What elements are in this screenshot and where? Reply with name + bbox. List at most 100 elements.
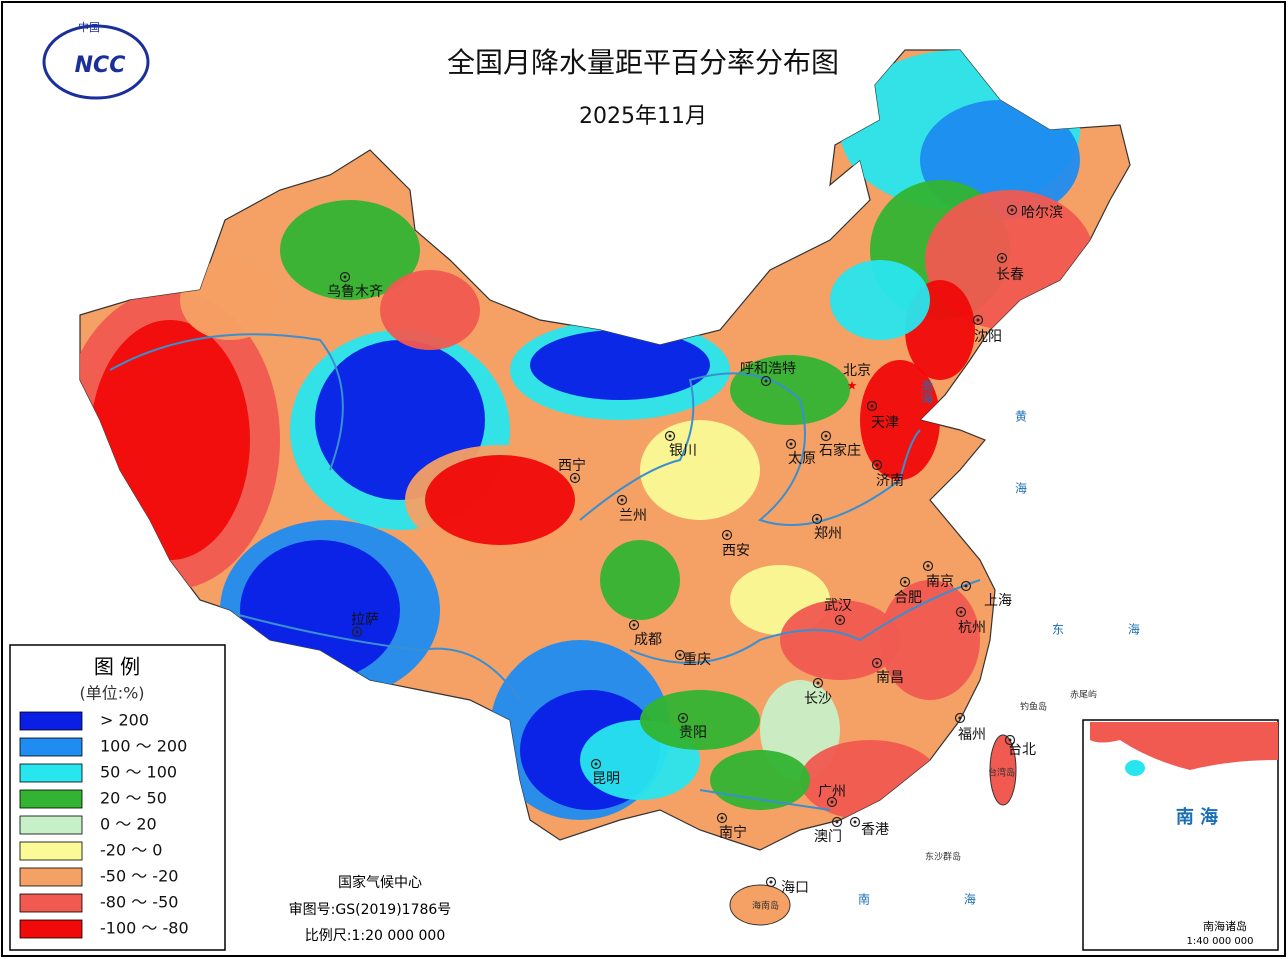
city-marker-dot — [875, 463, 879, 467]
city-marker — [866, 400, 878, 412]
inset-scale: 1:40 000 000 — [1187, 936, 1254, 947]
city-marker-dot — [926, 564, 930, 568]
city-marker — [677, 712, 689, 724]
city-label: 成都 — [634, 632, 662, 648]
precip-zone — [830, 260, 930, 340]
city-marker — [716, 812, 728, 824]
city-label: 长春 — [996, 267, 1024, 283]
inset-label: 南海诸岛 — [1203, 919, 1247, 933]
city-marker-dot — [594, 762, 598, 766]
city-marker-dot — [1008, 738, 1012, 742]
rivers — [109, 333, 981, 811]
city-label: 西宁 — [558, 457, 586, 474]
city-marker — [765, 876, 777, 888]
city-label: 香港 — [861, 822, 889, 838]
city-label: 贵阳 — [679, 725, 707, 741]
city-marker — [826, 796, 838, 808]
city-label: 武汉 — [824, 598, 852, 614]
city-marker-dot — [632, 623, 636, 627]
footer-agency: 国家气候中心 — [338, 874, 422, 891]
precip-zone — [640, 420, 760, 520]
precip-zone — [425, 455, 575, 545]
city-label: 广州 — [818, 784, 846, 800]
map-title: 全国月降水量距平百分率分布图 — [447, 46, 839, 79]
city-marker — [628, 619, 640, 631]
city-label: 济南 — [876, 473, 904, 489]
city-marker — [955, 606, 967, 618]
legend: 图 例 (单位:%) > 200 100 ～ 200 50 ～ 100 20 ～ 50… — [9, 644, 226, 951]
legend-label: 0 ～ 20 — [100, 815, 157, 834]
city-marker-dot — [725, 533, 729, 537]
city-label: 哈尔滨 — [1021, 205, 1063, 221]
city-marker — [674, 649, 686, 661]
island-label: 东沙群岛 — [925, 851, 961, 863]
city-label: 杭州 — [958, 620, 986, 636]
city-marker-dot — [764, 379, 768, 383]
inset-sea: 南 海 — [1176, 806, 1218, 828]
city-label: 太原 — [788, 451, 816, 467]
city-label: 天津 — [871, 415, 899, 431]
city-label: 银川 — [669, 443, 697, 459]
city-marker — [820, 430, 832, 442]
legend-label: 50 ～ 100 — [100, 763, 177, 782]
city-marker — [960, 580, 972, 592]
precip-zone — [710, 750, 810, 810]
city-label: 台北 — [1008, 742, 1036, 758]
sea-label: 渤海 — [920, 380, 934, 404]
footer-scale: 比例尺:1:20 000 000 — [305, 928, 446, 944]
city-label: 郑州 — [814, 526, 842, 542]
city-marker-dot — [620, 498, 624, 502]
city-marker — [760, 375, 772, 387]
city-marker-dot — [964, 584, 968, 588]
city-marker-dot — [720, 816, 724, 820]
city-marker-dot — [976, 318, 980, 322]
island-label: 钓鱼岛 — [1020, 701, 1047, 713]
city-marker — [899, 576, 911, 588]
city-marker — [616, 494, 628, 506]
city-label: 合肥 — [894, 590, 922, 606]
city-marker — [972, 314, 984, 326]
city-marker-dot — [573, 476, 577, 480]
city-label: 重庆 — [683, 652, 711, 668]
precip-zone — [180, 260, 280, 340]
city-label: 沈阳 — [974, 329, 1002, 345]
city-label: 南京 — [926, 574, 954, 590]
city-marker — [996, 252, 1008, 264]
city-label: 长沙 — [804, 691, 832, 707]
city-label: 石家庄 — [819, 442, 861, 459]
city-label: 呼和浩特 — [740, 361, 796, 377]
city-marker-dot — [668, 434, 672, 438]
city-marker — [922, 560, 934, 572]
island-label: 赤尾屿 — [1070, 690, 1097, 701]
city-marker — [831, 816, 843, 828]
sea-label: 黄海 — [1014, 410, 1028, 554]
island-label: 海南岛 — [752, 900, 779, 912]
capital-marker: ★ — [847, 379, 858, 393]
city-label: 兰州 — [619, 508, 647, 524]
inset-land — [1090, 722, 1278, 770]
map-subtitle: 2025年11月 — [579, 104, 707, 129]
legend-swatch — [19, 815, 83, 835]
precip-zone — [730, 355, 850, 425]
city-marker-dot — [853, 820, 857, 824]
taiwan — [989, 734, 1017, 806]
legend-label: 100 ～ 200 — [100, 737, 187, 756]
inset-map: 南 海 南海诸岛 1:40 000 000 — [1082, 719, 1279, 951]
precip-zone — [640, 690, 760, 750]
city-label: 拉萨 — [351, 612, 379, 628]
city-marker-dot — [830, 800, 834, 804]
city-marker — [339, 271, 351, 283]
logo-top: 中国 — [78, 21, 100, 34]
city-label: 西安 — [722, 543, 750, 559]
city-label: 海口 — [781, 880, 809, 896]
city-marker-dot — [789, 442, 793, 446]
city-marker-dot — [958, 716, 962, 720]
city-label: 南昌 — [876, 670, 904, 686]
island-label: 台湾岛 — [988, 767, 1015, 779]
precip-zone — [280, 200, 420, 300]
city-marker-dot — [681, 716, 685, 720]
legend-unit: (单位:%) — [79, 684, 144, 703]
city-marker — [811, 513, 823, 525]
city-marker-dot — [870, 404, 874, 408]
